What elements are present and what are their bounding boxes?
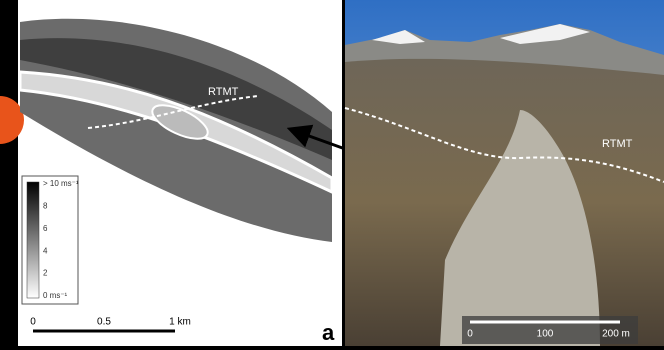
rtmt-label: RTMT [602,138,633,150]
page: RTMT > 10 ms⁻¹ 8 6 4 2 0 ms⁻¹ 0 0.5 1 km a RTMT… [0,0,664,350]
scale-label: 0 [30,317,36,328]
scale-label: 200 m [602,329,630,340]
legend-label: > 10 ms⁻¹ [43,179,79,188]
scale-label: 0 [467,329,473,340]
legend-label: 2 [43,269,48,278]
legend-label: 8 [43,202,48,211]
legend-label: 6 [43,224,48,233]
scale-label: 1 km [169,317,191,328]
figure: RTMT > 10 ms⁻¹ 8 6 4 2 0 ms⁻¹ 0 0.5 1 km a RTMT… [0,0,664,350]
rtmt-label: RTMT [208,86,239,98]
legend-gradient [27,182,39,298]
legend-label: 0 ms⁻¹ [43,291,68,300]
scale-label: 0.5 [97,317,111,328]
panel-label: a [322,320,335,345]
scale-label: 100 [537,329,554,340]
legend-label: 4 [43,246,48,255]
